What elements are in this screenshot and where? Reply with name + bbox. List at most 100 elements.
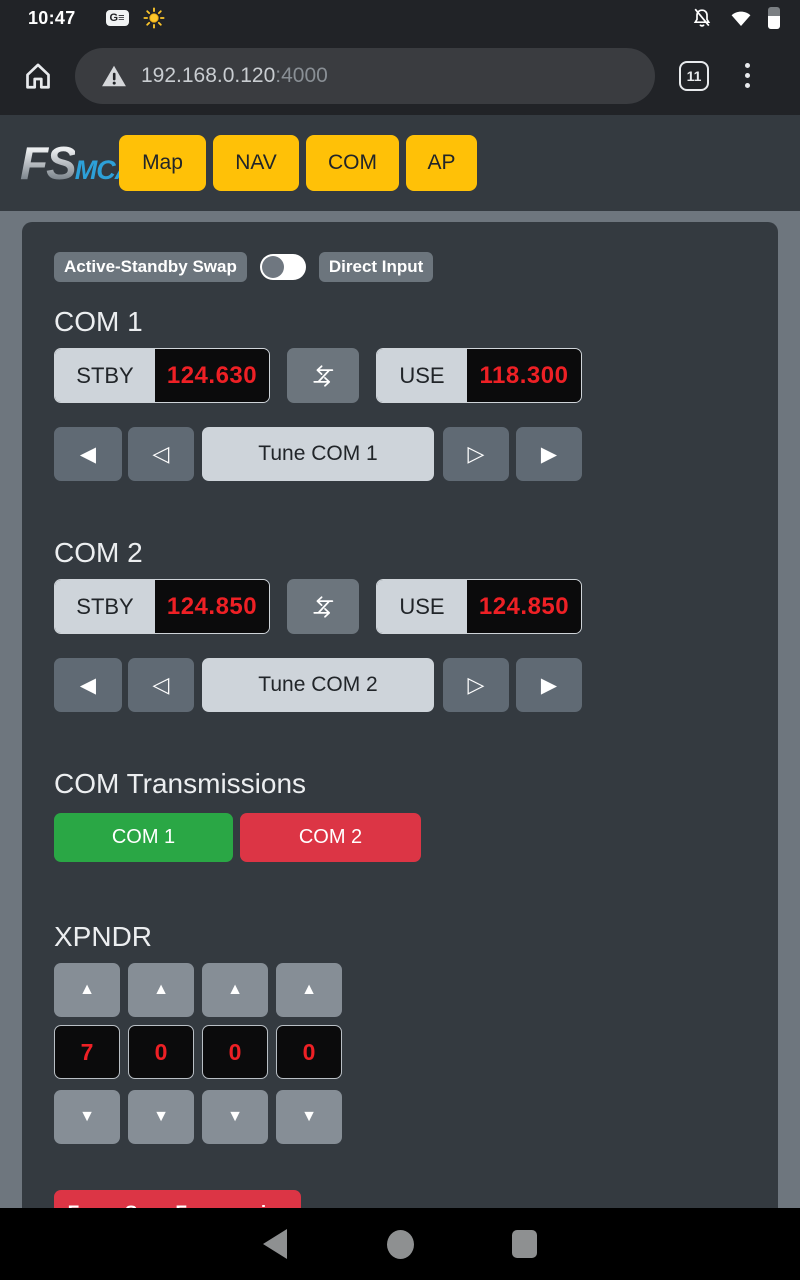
com2-use-label: USE xyxy=(377,580,467,633)
com1-stby-value: 124.630 xyxy=(155,349,269,402)
android-home-button[interactable] xyxy=(387,1229,414,1259)
transmit-com2-button[interactable]: COM 2 xyxy=(240,813,421,862)
com2-decrease-fast-button[interactable]: ◀ xyxy=(54,658,122,712)
right-outline-arrow-icon: ▷ xyxy=(467,672,485,697)
up-arrow-icon: ▲ xyxy=(79,981,95,998)
com1-tune-button[interactable]: Tune COM 1 xyxy=(202,427,434,481)
xpndr-digit2-up-button[interactable]: ▲ xyxy=(128,963,194,1017)
browser-menu-button[interactable] xyxy=(741,59,754,92)
tab-count: 11 xyxy=(686,67,702,84)
force-sync-frequencies-button[interactable]: Force Sync Frequencies xyxy=(54,1190,301,1208)
down-arrow-icon: ▼ xyxy=(227,1108,243,1125)
right-solid-arrow-icon: ▶ xyxy=(540,442,558,466)
url-port[interactable]: :4000 xyxy=(275,63,328,87)
com1-use-display: USE 118.300 xyxy=(376,348,582,403)
android-back-button[interactable] xyxy=(263,1229,287,1259)
xpndr-down-row: ▼ ▼ ▼ ▼ xyxy=(54,1090,746,1144)
transmit-com1-button[interactable]: COM 1 xyxy=(54,813,233,862)
left-solid-arrow-icon: ◀ xyxy=(79,442,97,466)
com2-tune-row: ◀ ◁ Tune COM 2 ▷ ▶ xyxy=(54,658,746,712)
com2-tune-button[interactable]: Tune COM 2 xyxy=(202,658,434,712)
nav-button-nav[interactable]: NAV xyxy=(213,135,299,191)
direct-input-label: Direct Input xyxy=(318,252,434,282)
webview: FS MCA Map NAV COM AP Active-Standby Swa… xyxy=(0,115,800,1208)
right-solid-arrow-icon: ▶ xyxy=(540,673,558,697)
sun-weather-icon xyxy=(142,7,165,29)
xpndr-digit2-down-button[interactable]: ▼ xyxy=(128,1090,194,1144)
android-recents-button[interactable] xyxy=(512,1230,537,1258)
com2-frequency-row: STBY 124.850 USE 124.850 xyxy=(54,579,746,634)
xpndr-digit2-display: 0 xyxy=(128,1025,194,1079)
xpndr-digits-row: 7 0 0 0 xyxy=(54,1025,746,1079)
xpndr-digit4-up-button[interactable]: ▲ xyxy=(276,963,342,1017)
com2-stby-value: 124.850 xyxy=(155,580,269,633)
com1-stby-label: STBY xyxy=(55,349,155,402)
url-text[interactable]: 192.168.0.120:4000 xyxy=(141,64,328,88)
logo-fs-text: FS xyxy=(20,137,77,189)
active-standby-swap-label: Active-Standby Swap xyxy=(54,252,247,282)
com2-increase-button[interactable]: ▷ xyxy=(443,658,509,712)
not-secure-warning-icon[interactable] xyxy=(101,64,127,88)
com-panel-card: Active-Standby Swap Direct Input COM 1 S… xyxy=(22,222,778,1208)
status-icons xyxy=(690,6,780,30)
fsmca-logo[interactable]: FS MCA xyxy=(20,137,134,189)
clock: 10:47 xyxy=(28,7,76,28)
input-mode-toggle[interactable] xyxy=(259,254,306,280)
toggle-knob xyxy=(261,256,284,278)
xpndr-digit3-display: 0 xyxy=(202,1025,268,1079)
transmissions-title: COM Transmissions xyxy=(54,768,307,799)
xpndr-title: XPNDR xyxy=(54,921,153,952)
nav-button-map[interactable]: Map xyxy=(119,135,206,191)
xpndr-digit4-display: 0 xyxy=(276,1025,342,1079)
com1-title: COM 1 xyxy=(54,306,143,337)
down-arrow-icon: ▼ xyxy=(79,1108,95,1125)
nav-button-com[interactable]: COM xyxy=(306,135,399,191)
com2-decrease-button[interactable]: ◁ xyxy=(128,658,194,712)
transmissions-row: COM 1 COM 2 xyxy=(54,813,746,862)
swap-icon xyxy=(313,364,334,387)
com1-use-value: 118.300 xyxy=(467,349,581,402)
xpndr-up-row: ▲ ▲ ▲ ▲ xyxy=(54,963,746,1017)
notifications-off-icon xyxy=(693,8,711,27)
url-bar[interactable]: 192.168.0.120:4000 xyxy=(75,47,655,104)
com2-use-value: 124.850 xyxy=(467,580,581,633)
xpndr-digit1-display: 7 xyxy=(54,1025,120,1079)
up-arrow-icon: ▲ xyxy=(227,981,243,998)
com2-stby-label: STBY xyxy=(55,580,155,633)
xpndr-digit4-down-button[interactable]: ▼ xyxy=(276,1090,342,1144)
up-arrow-icon: ▲ xyxy=(301,981,317,998)
com1-increase-fast-button[interactable]: ▶ xyxy=(516,427,582,481)
site-navbar: FS MCA Map NAV COM AP xyxy=(0,115,800,211)
com2-use-display: USE 124.850 xyxy=(376,579,582,634)
xpndr-digit1-up-button[interactable]: ▲ xyxy=(54,963,120,1017)
notification-app-icon: G≡ xyxy=(105,10,129,26)
input-mode-row: Active-Standby Swap Direct Input xyxy=(54,252,746,282)
down-arrow-icon: ▼ xyxy=(301,1108,317,1125)
xpndr-digit1-down-button[interactable]: ▼ xyxy=(54,1090,120,1144)
browser-toolbar: 192.168.0.120:4000 11 xyxy=(0,36,800,115)
xpndr-digit3-up-button[interactable]: ▲ xyxy=(202,963,268,1017)
status-bar: 10:47 G≡ xyxy=(0,0,800,36)
wifi-icon xyxy=(731,11,751,26)
home-icon[interactable] xyxy=(20,58,56,94)
xpndr-digit3-down-button[interactable]: ▼ xyxy=(202,1090,268,1144)
left-solid-arrow-icon: ◀ xyxy=(79,673,97,697)
com1-standby-display: STBY 124.630 xyxy=(54,348,270,403)
com2-title: COM 2 xyxy=(54,537,143,568)
nav-button-ap[interactable]: AP xyxy=(406,135,477,191)
down-arrow-icon: ▼ xyxy=(153,1108,169,1125)
com1-swap-button[interactable] xyxy=(287,348,359,403)
com1-decrease-fast-button[interactable]: ◀ xyxy=(54,427,122,481)
swap-icon xyxy=(313,595,334,618)
com1-decrease-button[interactable]: ◁ xyxy=(128,427,194,481)
left-outline-arrow-icon: ◁ xyxy=(152,672,170,697)
com2-increase-fast-button[interactable]: ▶ xyxy=(516,658,582,712)
com1-increase-button[interactable]: ▷ xyxy=(443,427,509,481)
com2-swap-button[interactable] xyxy=(287,579,359,634)
url-host[interactable]: 192.168.0.120 xyxy=(141,63,276,87)
battery-icon xyxy=(768,7,780,29)
com1-use-label: USE xyxy=(377,349,467,402)
tab-switcher-button[interactable]: 11 xyxy=(679,60,709,91)
android-navigation-bar xyxy=(0,1208,800,1280)
